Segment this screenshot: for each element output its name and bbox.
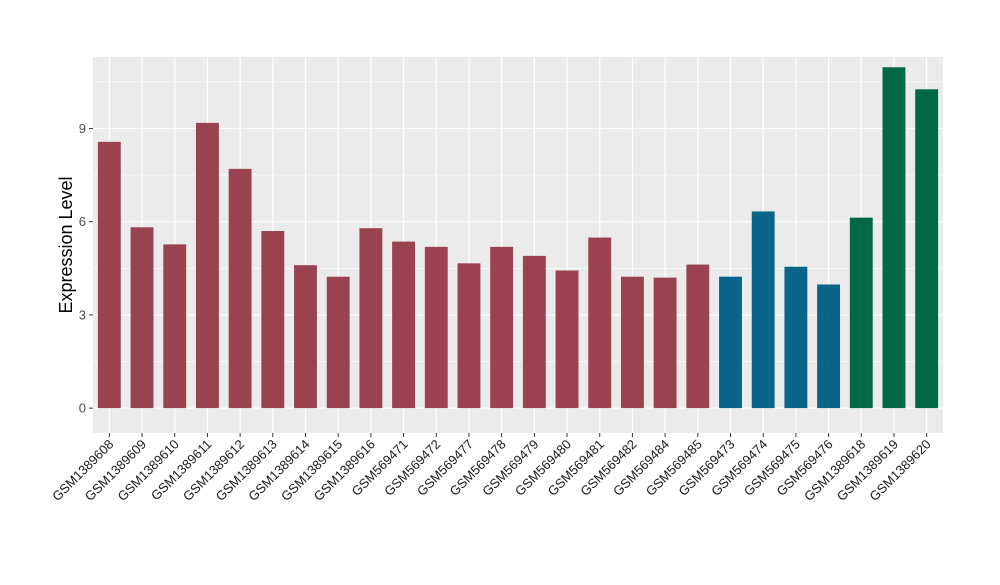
bar-GSM569480 xyxy=(555,270,579,409)
bar-GSM1389615 xyxy=(326,276,350,409)
bar-GSM569475 xyxy=(784,266,808,409)
bar-GSM569479 xyxy=(522,255,546,409)
bar-GSM569473 xyxy=(719,276,742,409)
bar-GSM569484 xyxy=(653,277,677,409)
bar-GSM569477 xyxy=(457,263,481,409)
bar-GSM1389612 xyxy=(228,168,252,409)
bar-GSM1389609 xyxy=(130,227,154,409)
bar-GSM569485 xyxy=(686,264,710,409)
bar-GSM569478 xyxy=(490,246,514,409)
y-axis: 0 3 6 9 xyxy=(79,121,93,416)
bar-GSM569482 xyxy=(620,276,644,409)
bar-GSM1389608 xyxy=(97,141,121,409)
bar-GSM569471 xyxy=(392,241,416,409)
y-tick-label: 0 xyxy=(79,401,86,416)
bar-GSM1389618 xyxy=(849,217,873,409)
bar-GSM1389614 xyxy=(294,265,317,409)
bar-GSM569476 xyxy=(817,284,841,409)
bar-GSM569472 xyxy=(424,246,448,409)
bar-GSM1389610 xyxy=(163,244,187,409)
x-axis: GSM1389608GSM1389609GSM1389610GSM1389611… xyxy=(49,433,934,504)
bar-GSM1389619 xyxy=(882,67,906,409)
y-tick-label: 3 xyxy=(79,307,86,322)
y-tick-label: 9 xyxy=(79,121,86,136)
bar-GSM1389616 xyxy=(359,228,383,409)
y-axis-title: Expression Level xyxy=(56,176,76,313)
bar-GSM569474 xyxy=(751,211,775,409)
plot-panel xyxy=(93,57,943,433)
y-tick-label: 6 xyxy=(79,214,86,229)
bar-GSM1389620 xyxy=(915,89,939,409)
bar-GSM1389613 xyxy=(261,231,285,409)
bars xyxy=(97,67,939,409)
bar-GSM569481 xyxy=(588,237,612,409)
bar-GSM1389611 xyxy=(195,122,219,409)
